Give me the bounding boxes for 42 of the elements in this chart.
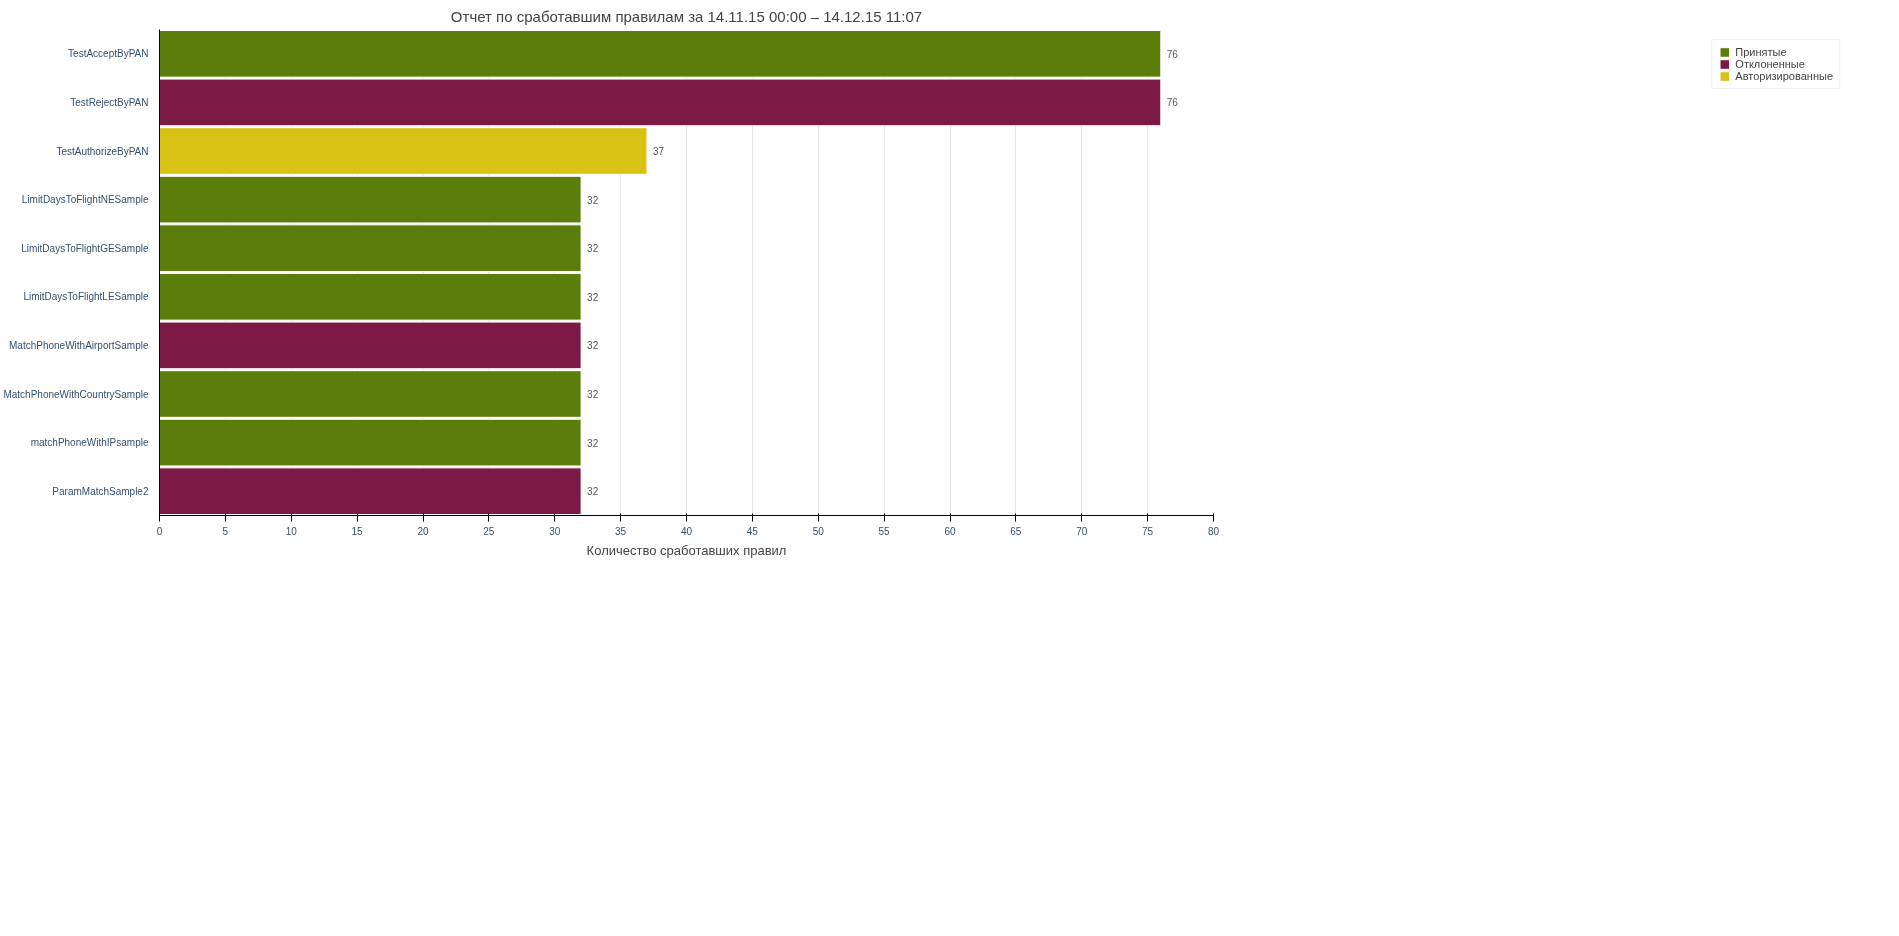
- x-tick-label: 70: [1076, 525, 1088, 537]
- y-tick-label: LimitDaysToFlightNESample: [21, 194, 149, 206]
- y-tick-label: matchPhoneWithIPsample: [30, 437, 149, 449]
- data-label: 32: [587, 340, 599, 352]
- x-tick-label: 5: [222, 525, 229, 537]
- data-label: 37: [652, 146, 665, 157]
- x-tick-label: 0: [156, 525, 163, 537]
- data-label: 76: [1166, 48, 1179, 60]
- x-axis-title: Количество сработавших правил: [586, 542, 787, 558]
- x-tick-label: 55: [878, 525, 891, 537]
- data-label: 32: [587, 194, 599, 206]
- x-tick-label: 10: [285, 525, 298, 537]
- x-tick-label: 30: [549, 525, 561, 537]
- y-tick-label: MatchPhoneWithCountrySample: [3, 388, 149, 400]
- x-tick-label: 65: [1010, 525, 1022, 537]
- x-tick-label: 75: [1142, 525, 1154, 537]
- y-tick-label: TestAcceptByPAN: [68, 48, 149, 60]
- chart-title: Отчет по сработавшим правилам за 14.11.15 00:00 – 14.12.15 11:07: [450, 7, 923, 25]
- data-label: 32: [587, 291, 599, 303]
- data-label: 32: [587, 486, 599, 498]
- x-tick-label: 40: [680, 525, 693, 537]
- x-tick-label: 20: [417, 525, 429, 537]
- y-tick-label: ParamMatchSample2: [52, 485, 149, 497]
- y-tick-label: LimitDaysToFlightLESample: [23, 291, 149, 303]
- data-label: 32: [587, 243, 599, 255]
- x-tick-label: 60: [944, 525, 956, 537]
- x-tick-label: 80: [1207, 525, 1220, 537]
- legend-label: Авторизированные: [1735, 70, 1833, 82]
- y-tick-label: TestAuthorizeByPAN: [56, 145, 149, 157]
- x-tick-label: 45: [746, 525, 759, 537]
- x-tick-label: 35: [615, 525, 627, 537]
- data-label: 32: [587, 389, 599, 400]
- legend-label: Принятые: [1735, 46, 1787, 58]
- x-tick-label: 50: [812, 525, 825, 537]
- x-tick-label: 25: [483, 525, 495, 537]
- legend-label: Отклоненные: [1735, 58, 1805, 70]
- x-tick-label: 15: [351, 525, 364, 537]
- y-tick-label: TestRejectByPAN: [70, 96, 149, 108]
- y-tick-label: MatchPhoneWithAirportSample: [8, 339, 149, 351]
- data-label: 76: [1166, 97, 1179, 109]
- data-label: 32: [587, 437, 599, 449]
- y-tick-label: LimitDaysToFlightGESample: [21, 242, 149, 254]
